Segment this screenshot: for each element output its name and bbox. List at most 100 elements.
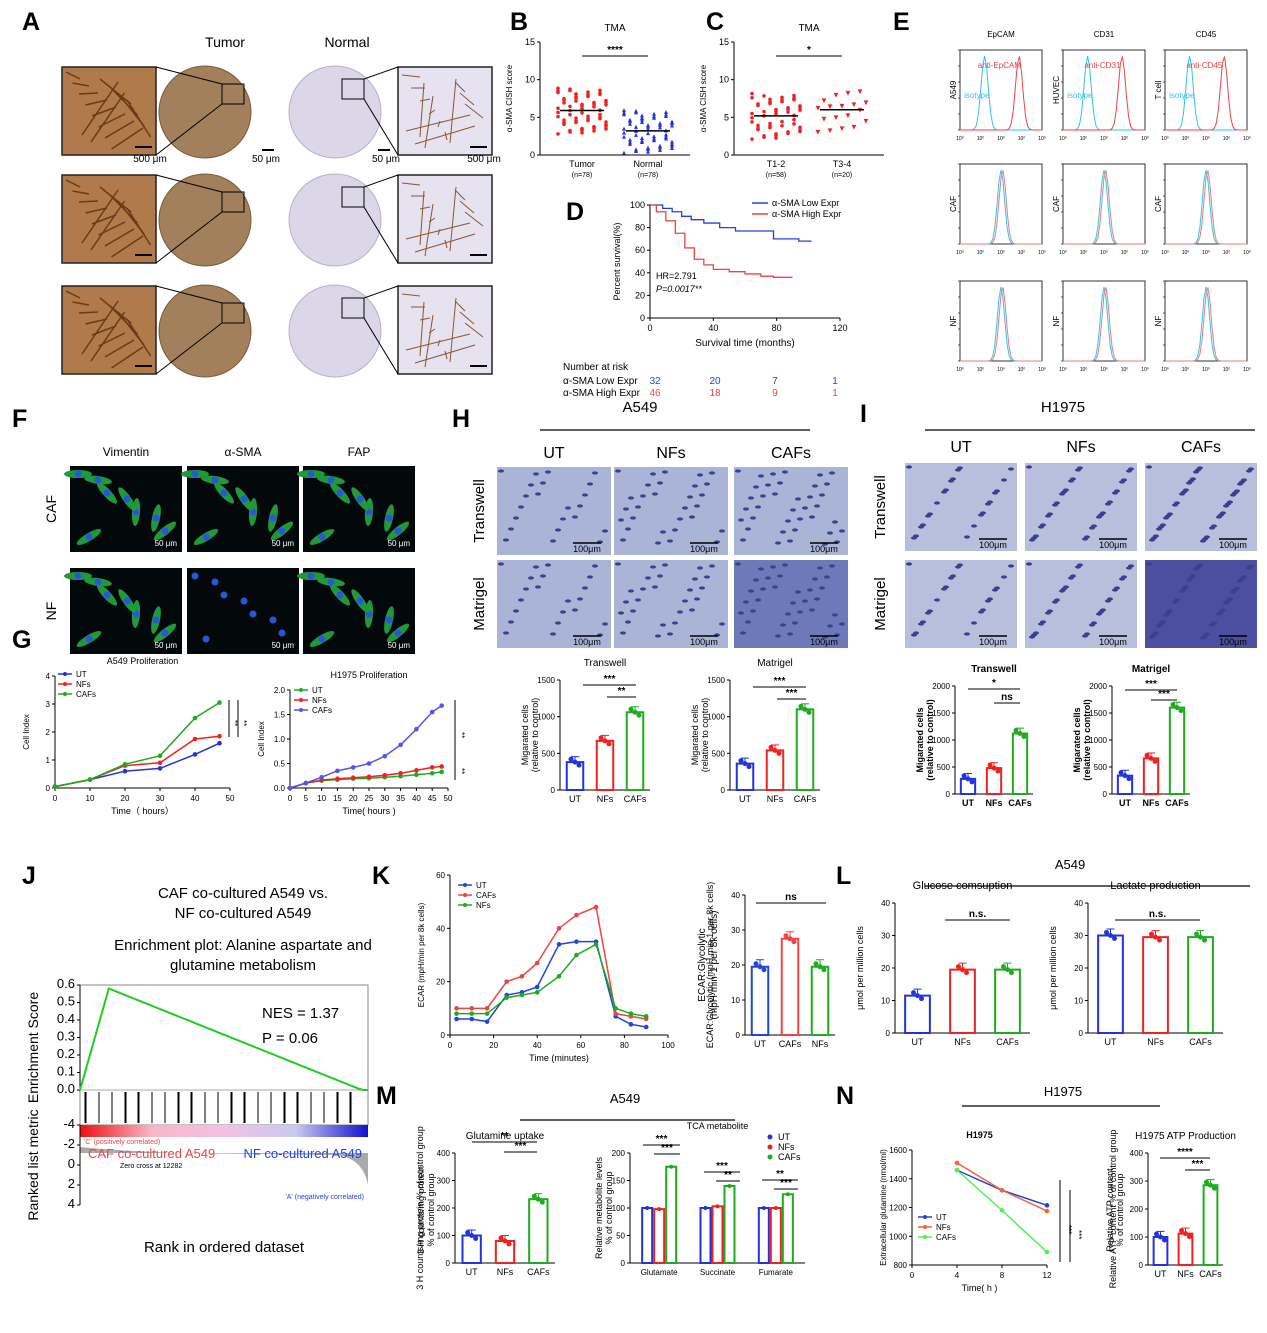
H1-dot (632, 709, 638, 715)
H-cell (780, 623, 786, 627)
H2-dot (768, 744, 774, 750)
zoom-line (363, 317, 399, 375)
tissue-fiber (449, 78, 457, 144)
I-cell (918, 622, 924, 626)
H-cell (792, 621, 798, 625)
L1-dot (964, 970, 969, 976)
I2-dot (1170, 702, 1176, 708)
G1-point (192, 715, 198, 721)
N1-point (954, 1167, 960, 1173)
B-dot (604, 122, 608, 127)
H-cell (503, 538, 509, 542)
M1-dot (531, 1193, 537, 1199)
H-cell (615, 469, 621, 473)
E-xtick: 10⁰ (1059, 250, 1067, 256)
N2-dot (1162, 1237, 1167, 1243)
I-cell (934, 501, 940, 505)
J-neg-note: 'A' (negatively correlated) (285, 1194, 364, 1201)
H-cell (750, 609, 756, 613)
I-cell (1230, 493, 1236, 497)
M1-dot (502, 1238, 508, 1244)
H-cell (602, 529, 608, 533)
K1-x-tick-label: 0 (448, 1041, 453, 1050)
I1-dot (1021, 734, 1027, 740)
M1-dot (473, 1236, 479, 1241)
G2-x-tick-label: 15 (333, 794, 342, 803)
B-dot (634, 132, 638, 137)
E-xtick: 10⁰ (1141, 250, 1149, 256)
H-cell (772, 492, 778, 496)
H2-y-tick-label: 0 (721, 786, 726, 795)
H-cell (699, 493, 705, 497)
L2-bar (1142, 936, 1169, 1034)
K1-y-tick-label: 0 (441, 1031, 446, 1040)
N2-y-tick-label: 200 (1130, 1205, 1144, 1214)
F-col: α-SMA (225, 445, 262, 459)
G2-point (429, 765, 435, 770)
I-cell (1026, 465, 1032, 469)
I-cell (1075, 565, 1081, 569)
G1-point (52, 784, 58, 789)
H-row: Transwell (471, 479, 488, 543)
N1-y-tick-label: 1400 (889, 1175, 907, 1184)
tissue-fiber (405, 333, 471, 351)
M1-cat-label: NFs (497, 1267, 514, 1277)
B-dot (646, 149, 650, 154)
ihc-zoom-tumor (61, 174, 157, 264)
K2-cat-label: CAFs (779, 1039, 802, 1049)
K1-point (643, 1024, 649, 1030)
C-dot (762, 94, 766, 98)
G1-legend: NFs (76, 680, 91, 689)
B-dot (562, 118, 566, 122)
I2-y-tick-label: 1500 (1089, 709, 1107, 718)
tissue-fiber (126, 99, 152, 138)
I-cell (1112, 588, 1118, 592)
I1-y-tick-label: 1500 (932, 709, 950, 718)
H-cell (802, 506, 808, 510)
C-dot (750, 95, 754, 100)
C-dot (774, 107, 778, 112)
E-histogram-curve (1063, 170, 1145, 245)
H-cell (650, 472, 656, 476)
I-cell (1119, 480, 1125, 484)
N1-point (1044, 1208, 1050, 1214)
H-cell (743, 507, 749, 511)
N2-cat-label: UT (1155, 1269, 1167, 1279)
C-dot: ▼ (850, 100, 858, 109)
D-risk-val: 20 (709, 376, 721, 387)
E-histogram-curve (1165, 56, 1247, 131)
B-dot (634, 108, 638, 113)
J-zero-cross: Zero cross at 12282 (120, 1163, 182, 1170)
I-cell (1029, 538, 1035, 542)
G2-legend: NFs (312, 696, 327, 705)
C-y-tick-label: 5 (724, 112, 729, 122)
N1-point (954, 1160, 960, 1166)
B-dot (646, 131, 650, 136)
G2-point (350, 765, 356, 770)
G1-x-tick-label: 20 (121, 794, 130, 803)
H-cell (660, 530, 666, 534)
K1-legend: CAFs (476, 891, 496, 900)
M2-dot (703, 1206, 708, 1210)
H-cell (819, 586, 825, 590)
K2-cat-label: NFs (812, 1039, 829, 1049)
F-nucleus (161, 527, 169, 535)
B-dot (664, 109, 668, 114)
tissue-fiber (424, 95, 434, 149)
tissue-fiber (81, 81, 119, 136)
tissue-fiber (464, 322, 484, 338)
I2-cat-label: UT (1119, 798, 1131, 808)
K1-point (454, 1016, 459, 1022)
N1-xlabel: Time( h ) (962, 1283, 998, 1293)
G1-ylabel: Cell Index (22, 714, 31, 750)
C-n: (n=58) (766, 172, 786, 179)
D-risk-val: 46 (649, 388, 661, 399)
I1-dot (987, 762, 993, 768)
K1-x-tick-label: 40 (533, 1041, 542, 1050)
K1-y-tick-label: 20 (436, 978, 445, 987)
J-title: NF co-cultured A549 (175, 905, 312, 922)
I-cell (934, 598, 940, 602)
H-cell (630, 609, 636, 613)
I-cell (1045, 611, 1051, 615)
M2-dot (669, 1164, 674, 1169)
